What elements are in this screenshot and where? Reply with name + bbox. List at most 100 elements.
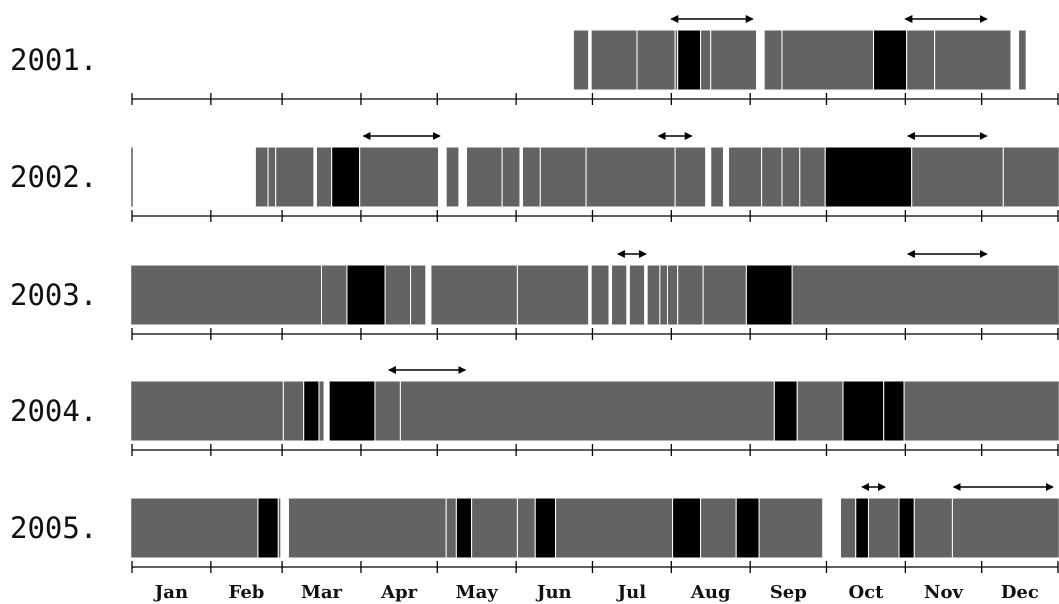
month-label: Jan	[153, 582, 188, 603]
anomaly-segment	[735, 497, 760, 559]
month-label: May	[456, 582, 499, 603]
data-segment	[781, 146, 801, 208]
year-label: 2004.	[10, 394, 97, 428]
data-segment	[934, 29, 1012, 91]
data-segment	[572, 29, 590, 91]
data-segment	[399, 380, 775, 442]
data-segment	[710, 29, 758, 91]
data-segment	[906, 29, 936, 91]
anomaly-segment	[898, 497, 915, 559]
anomaly-segment	[328, 380, 376, 442]
data-segment	[522, 146, 541, 208]
data-segment	[911, 146, 1004, 208]
anomaly-segment	[873, 29, 908, 91]
data-segment	[275, 146, 315, 208]
data-segment	[700, 497, 737, 559]
year-label: 2002.	[10, 160, 97, 194]
data-segment	[758, 497, 824, 559]
data-segment	[516, 264, 590, 326]
data-segment	[674, 146, 707, 208]
data-segment	[799, 146, 826, 208]
anomaly-segment	[842, 380, 885, 442]
data-segment	[130, 146, 134, 208]
data-segment	[287, 497, 447, 559]
data-segment	[501, 146, 521, 208]
data-segment	[763, 29, 783, 91]
data-segment	[445, 146, 460, 208]
data-segment	[796, 380, 844, 442]
month-label: Nov	[924, 582, 963, 603]
data-segment	[410, 264, 427, 326]
anomaly-segment	[534, 497, 557, 559]
data-segment	[130, 380, 284, 442]
anomaly-segment	[883, 380, 905, 442]
month-label: Oct	[848, 582, 884, 603]
data-segment	[282, 380, 305, 442]
data-segment	[677, 264, 704, 326]
data-segment	[321, 264, 348, 326]
anomaly-segment	[346, 264, 386, 326]
data-segment	[471, 497, 518, 559]
data-segment	[277, 497, 282, 559]
month-label: Jun	[535, 582, 572, 603]
data-segment	[267, 146, 277, 208]
data-segment	[130, 264, 323, 326]
anomaly-segment	[672, 497, 702, 559]
anomaly-segment	[677, 29, 702, 91]
data-segment	[867, 497, 900, 559]
data-segment	[539, 146, 587, 208]
data-segment	[466, 146, 503, 208]
data-segment	[710, 146, 724, 208]
data-segment	[611, 264, 628, 326]
anomaly-segment	[855, 497, 869, 559]
year-label: 2005.	[10, 511, 97, 545]
data-segment	[761, 146, 783, 208]
anomaly-segment	[303, 380, 320, 442]
data-segment	[430, 264, 518, 326]
data-segment	[1002, 146, 1059, 208]
data-segment	[254, 146, 269, 208]
year-row: 2005.	[10, 483, 1059, 573]
data-segment	[374, 380, 401, 442]
data-segment	[359, 146, 440, 208]
data-segment	[130, 497, 259, 559]
data-segment	[728, 146, 763, 208]
data-segment	[590, 29, 638, 91]
data-segment	[585, 146, 676, 208]
month-label: Dec	[1001, 582, 1039, 603]
data-segment	[646, 264, 661, 326]
year-label: 2001.	[10, 43, 97, 77]
anomaly-segment	[257, 497, 279, 559]
anomaly-segment	[745, 264, 793, 326]
data-segment	[702, 264, 747, 326]
month-label: Apr	[380, 582, 418, 603]
month-label: Feb	[229, 582, 265, 603]
year-row: 2002.	[10, 132, 1059, 222]
data-segment	[903, 380, 1059, 442]
anomaly-segment	[773, 380, 798, 442]
anomaly-segment	[331, 146, 361, 208]
data-segment	[590, 264, 610, 326]
data-segment	[636, 29, 676, 91]
data-segment	[555, 497, 674, 559]
year-label: 2003.	[10, 278, 97, 312]
year-row: 2001.	[10, 15, 1059, 105]
month-label: Aug	[690, 582, 731, 603]
year-row: 2004.	[10, 366, 1059, 456]
month-label: Sep	[770, 582, 807, 603]
data-segment	[516, 497, 536, 559]
data-segment	[781, 29, 875, 91]
data-segment	[839, 497, 857, 559]
data-segment	[667, 264, 679, 326]
data-segment	[318, 380, 325, 442]
year-rows: 2001. 2002. 2003. 2004. 2005.	[10, 15, 1059, 573]
month-labels: Jan Feb Mar Apr May Jun Jul Aug Sep Oct Nov Dec	[153, 582, 1039, 603]
data-segment	[700, 29, 712, 91]
data-segment	[659, 264, 668, 326]
data-segment	[384, 264, 412, 326]
data-segment	[445, 497, 457, 559]
year-row: 2003.	[10, 250, 1059, 340]
anomaly-segment	[455, 497, 473, 559]
data-segment	[791, 264, 1059, 326]
